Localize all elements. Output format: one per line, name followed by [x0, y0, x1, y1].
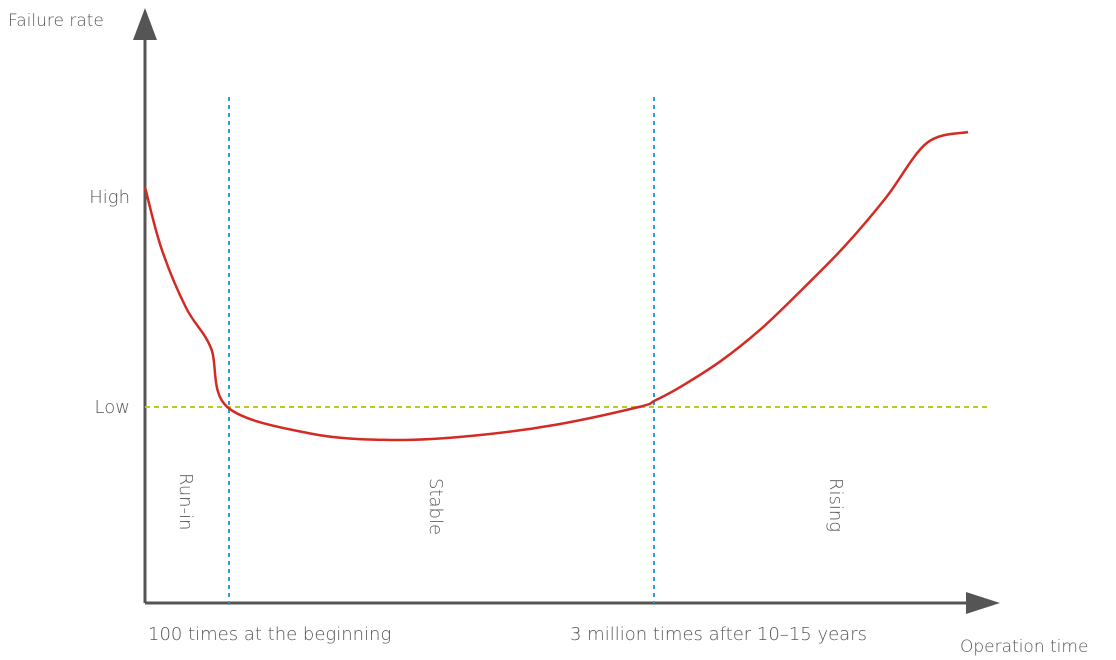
- phase-label-run-in: Run-in: [175, 473, 196, 530]
- phase-label-stable: Stable: [425, 478, 446, 535]
- y-axis-title: Failure rate: [8, 11, 104, 31]
- x-marker-end-of-stable: 3 million times after 10–15 years: [570, 624, 867, 645]
- y-axis-arrow: [133, 8, 157, 40]
- phase-label-rising: Rising: [825, 478, 846, 532]
- x-axis-arrow: [966, 592, 1000, 614]
- y-tick-high: High: [89, 187, 130, 208]
- y-tick-low: Low: [95, 397, 130, 418]
- failure-rate-curve: [143, 130, 969, 442]
- x-axis-title: Operation time: [960, 637, 1088, 657]
- x-marker-beginning: 100 times at the beginning: [148, 624, 391, 645]
